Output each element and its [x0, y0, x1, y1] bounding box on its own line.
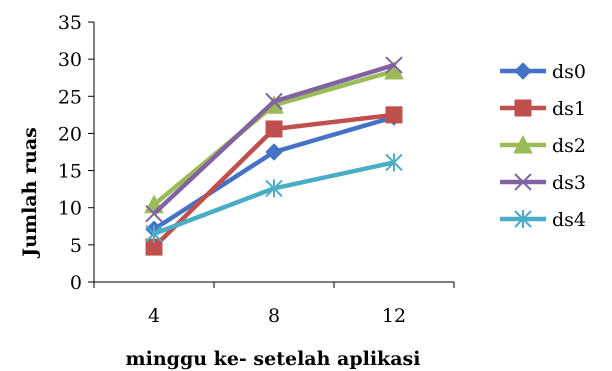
- data-point: [265, 120, 283, 138]
- x-tick-label: 8: [268, 305, 280, 327]
- x-tick-labels: 4 8 12: [148, 305, 406, 327]
- y-tick-labels: 0 5 10 15 20 25 30 35: [58, 12, 82, 294]
- data-point: [513, 134, 533, 154]
- y-tick-label: 25: [58, 86, 82, 108]
- data-point: [265, 143, 283, 161]
- x-axis-title: minggu ke- setelah aplikasi: [126, 348, 421, 370]
- y-tick-label: 20: [58, 123, 82, 145]
- legend-item-ds4: ds4: [500, 209, 586, 231]
- y-axis-title: Jumlah ruas: [19, 127, 41, 259]
- data-point: [385, 153, 403, 172]
- series-ds3: [145, 56, 403, 223]
- data-point: [385, 56, 403, 74]
- y-tick-label: 15: [58, 161, 82, 183]
- y-tick-label: 5: [70, 235, 82, 257]
- data-point: [514, 99, 532, 117]
- legend-label: ds4: [552, 209, 586, 231]
- x-tick-label: 12: [382, 305, 406, 327]
- series-group: [144, 56, 404, 256]
- y-tick-label: 30: [58, 49, 82, 71]
- x-tick-label: 4: [148, 305, 160, 327]
- legend-label: ds2: [552, 135, 586, 157]
- y-tick-label: 10: [58, 198, 82, 220]
- data-point: [514, 173, 532, 191]
- legend-item-ds1: ds1: [500, 98, 586, 120]
- data-point: [514, 62, 532, 80]
- legend-label: ds3: [552, 172, 586, 194]
- legend-label: ds0: [552, 61, 586, 83]
- data-point: [265, 92, 283, 111]
- data-point: [514, 210, 532, 228]
- legend-label: ds1: [552, 98, 586, 120]
- y-tick-label: 0: [70, 272, 82, 294]
- data-point: [385, 106, 403, 124]
- series-ds1: [145, 106, 403, 256]
- data-point: [145, 204, 163, 223]
- legend: ds0 ds1 ds2 ds3 ds4: [500, 61, 586, 231]
- legend-item-ds2: ds2: [500, 134, 586, 157]
- data-point: [145, 224, 163, 243]
- legend-item-ds3: ds3: [500, 172, 586, 194]
- axes: [88, 21, 455, 288]
- series-ds4: [145, 153, 403, 243]
- data-point: [265, 179, 283, 198]
- legend-item-ds0: ds0: [500, 61, 586, 83]
- y-tick-label: 35: [58, 12, 82, 34]
